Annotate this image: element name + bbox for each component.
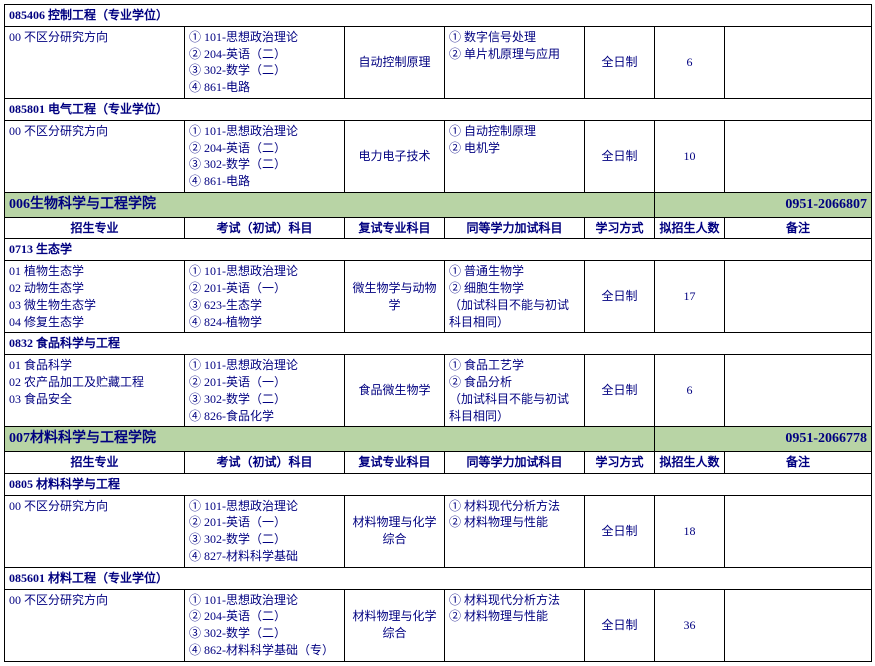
major-title-row: 085601 材料工程（专业学位） bbox=[5, 567, 872, 589]
header-init: 考试（初试）科目 bbox=[185, 217, 345, 239]
header-fushi: 复试专业科目 bbox=[345, 217, 445, 239]
column-header-row: 招生专业考试（初试）科目复试专业科目同等学力加试科目学习方式拟招生人数备注 bbox=[5, 217, 872, 239]
directions: 00 不区分研究方向 bbox=[5, 495, 185, 567]
addtest: ① 数字信号处理 ② 单片机原理与应用 bbox=[445, 26, 585, 98]
fushi-subject: 电力电子技术 bbox=[345, 120, 445, 192]
directions: 00 不区分研究方向 bbox=[5, 120, 185, 192]
major-title: 085801 电气工程（专业学位） bbox=[5, 98, 872, 120]
study-mode: 全日制 bbox=[585, 261, 655, 333]
header-addtest: 同等学力加试科目 bbox=[445, 451, 585, 473]
directions: 01 植物生态学 02 动物生态学 03 微生物生态学 04 修复生态学 bbox=[5, 261, 185, 333]
note bbox=[725, 589, 872, 661]
major-title-row: 0832 食品科学与工程 bbox=[5, 333, 872, 355]
init-exams: ① 101-思想政治理论 ② 201-英语（一） ③ 623-生态学 ④ 824… bbox=[185, 261, 345, 333]
study-mode: 全日制 bbox=[585, 120, 655, 192]
header-note: 备注 bbox=[725, 451, 872, 473]
header-note: 备注 bbox=[725, 217, 872, 239]
addtest: ① 自动控制原理 ② 电机学 bbox=[445, 120, 585, 192]
major-content-row: 00 不区分研究方向① 101-思想政治理论 ② 201-英语（一） ③ 302… bbox=[5, 495, 872, 567]
init-exams: ① 101-思想政治理论 ② 201-英语（一） ③ 302-数学（二） ④ 8… bbox=[185, 495, 345, 567]
note bbox=[725, 26, 872, 98]
major-title-row: 0713 生态学 bbox=[5, 239, 872, 261]
fushi-subject: 材料物理与化学综合 bbox=[345, 495, 445, 567]
plan-count: 6 bbox=[655, 26, 725, 98]
directions: 00 不区分研究方向 bbox=[5, 26, 185, 98]
study-mode: 全日制 bbox=[585, 355, 655, 427]
header-addtest: 同等学力加试科目 bbox=[445, 217, 585, 239]
study-mode: 全日制 bbox=[585, 589, 655, 661]
header-major: 招生专业 bbox=[5, 451, 185, 473]
init-exams: ① 101-思想政治理论 ② 201-英语（一） ③ 302-数学（二） ④ 8… bbox=[185, 355, 345, 427]
major-title: 0713 生态学 bbox=[5, 239, 872, 261]
department-phone: 0951-2066778 bbox=[655, 427, 872, 452]
major-content-row: 00 不区分研究方向① 101-思想政治理论 ② 204-英语（二） ③ 302… bbox=[5, 26, 872, 98]
header-init: 考试（初试）科目 bbox=[185, 451, 345, 473]
header-plan: 拟招生人数 bbox=[655, 451, 725, 473]
plan-count: 6 bbox=[655, 355, 725, 427]
header-plan: 拟招生人数 bbox=[655, 217, 725, 239]
note bbox=[725, 355, 872, 427]
department-name: 006生物科学与工程学院 bbox=[5, 192, 655, 217]
plan-count: 17 bbox=[655, 261, 725, 333]
note bbox=[725, 495, 872, 567]
addtest: ① 材料现代分析方法 ② 材料物理与性能 bbox=[445, 589, 585, 661]
major-title-row: 085801 电气工程（专业学位） bbox=[5, 98, 872, 120]
major-title: 0805 材料科学与工程 bbox=[5, 473, 872, 495]
addtest: ① 食品工艺学 ② 食品分析 （加试科目不能与初试科目相同） bbox=[445, 355, 585, 427]
directions: 00 不区分研究方向 bbox=[5, 589, 185, 661]
major-title: 085601 材料工程（专业学位） bbox=[5, 567, 872, 589]
fushi-subject: 自动控制原理 bbox=[345, 26, 445, 98]
plan-count: 18 bbox=[655, 495, 725, 567]
study-mode: 全日制 bbox=[585, 495, 655, 567]
study-mode: 全日制 bbox=[585, 26, 655, 98]
init-exams: ① 101-思想政治理论 ② 204-英语（二） ③ 302-数学（二） ④ 8… bbox=[185, 120, 345, 192]
department-row: 006生物科学与工程学院0951-2066807 bbox=[5, 192, 872, 217]
fushi-subject: 材料物理与化学综合 bbox=[345, 589, 445, 661]
major-title: 085406 控制工程（专业学位） bbox=[5, 5, 872, 27]
note bbox=[725, 261, 872, 333]
addtest: ① 普通生物学 ② 细胞生物学 （加试科目不能与初试科目相同） bbox=[445, 261, 585, 333]
note bbox=[725, 120, 872, 192]
major-content-row: 01 食品科学 02 农产品加工及贮藏工程 03 食品安全① 101-思想政治理… bbox=[5, 355, 872, 427]
fushi-subject: 微生物学与动物学 bbox=[345, 261, 445, 333]
department-phone: 0951-2066807 bbox=[655, 192, 872, 217]
major-title: 0832 食品科学与工程 bbox=[5, 333, 872, 355]
init-exams: ① 101-思想政治理论 ② 204-英语（二） ③ 302-数学（二） ④ 8… bbox=[185, 589, 345, 661]
column-header-row: 招生专业考试（初试）科目复试专业科目同等学力加试科目学习方式拟招生人数备注 bbox=[5, 451, 872, 473]
init-exams: ① 101-思想政治理论 ② 204-英语（二） ③ 302-数学（二） ④ 8… bbox=[185, 26, 345, 98]
catalog-table: 085406 控制工程（专业学位）00 不区分研究方向① 101-思想政治理论 … bbox=[4, 4, 872, 662]
header-mode: 学习方式 bbox=[585, 451, 655, 473]
major-content-row: 01 植物生态学 02 动物生态学 03 微生物生态学 04 修复生态学① 10… bbox=[5, 261, 872, 333]
header-fushi: 复试专业科目 bbox=[345, 451, 445, 473]
major-title-row: 0805 材料科学与工程 bbox=[5, 473, 872, 495]
directions: 01 食品科学 02 农产品加工及贮藏工程 03 食品安全 bbox=[5, 355, 185, 427]
plan-count: 10 bbox=[655, 120, 725, 192]
department-row: 007材料科学与工程学院0951-2066778 bbox=[5, 427, 872, 452]
addtest: ① 材料现代分析方法 ② 材料物理与性能 bbox=[445, 495, 585, 567]
plan-count: 36 bbox=[655, 589, 725, 661]
header-mode: 学习方式 bbox=[585, 217, 655, 239]
major-content-row: 00 不区分研究方向① 101-思想政治理论 ② 204-英语（二） ③ 302… bbox=[5, 120, 872, 192]
department-name: 007材料科学与工程学院 bbox=[5, 427, 655, 452]
major-title-row: 085406 控制工程（专业学位） bbox=[5, 5, 872, 27]
header-major: 招生专业 bbox=[5, 217, 185, 239]
fushi-subject: 食品微生物学 bbox=[345, 355, 445, 427]
major-content-row: 00 不区分研究方向① 101-思想政治理论 ② 204-英语（二） ③ 302… bbox=[5, 589, 872, 661]
